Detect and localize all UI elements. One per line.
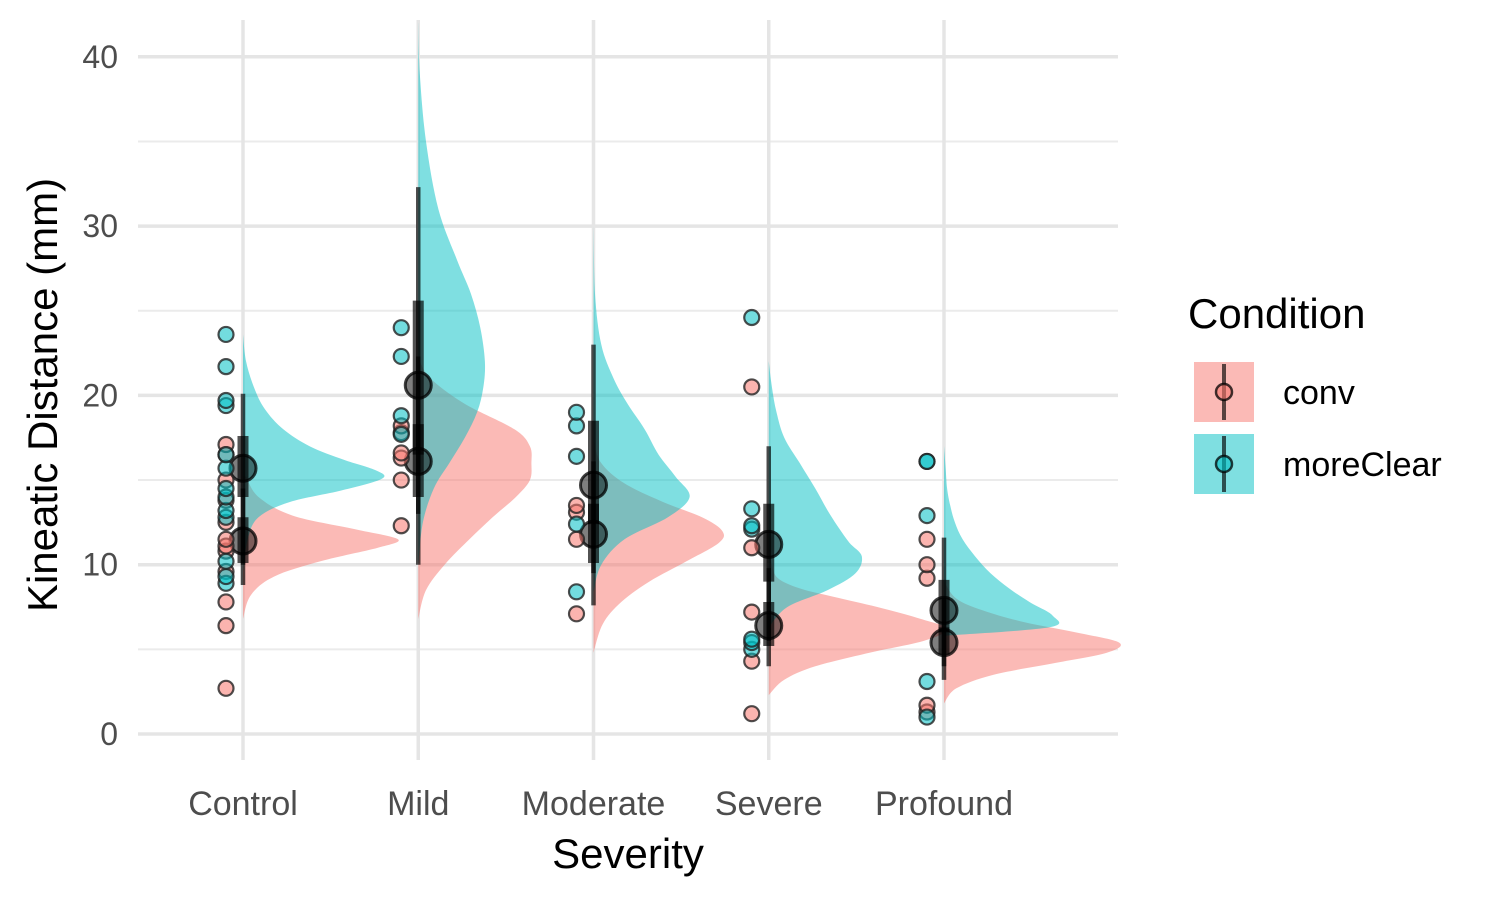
- data-point-conv: [392, 471, 410, 489]
- density-moreClear-mild: [418, 22, 486, 565]
- y-tick-label: 0: [100, 716, 118, 752]
- y-tick-label: 30: [82, 208, 118, 244]
- median-moreClear-moderate: [579, 470, 608, 500]
- y-tick-label: 10: [82, 547, 118, 583]
- x-axis-ticks: Control Mild Moderate Severe Profound: [188, 785, 1013, 823]
- legend-title: Condition: [1188, 290, 1365, 337]
- data-point-conv: [392, 444, 410, 462]
- median-conv-severe: [754, 611, 784, 641]
- legend: Condition conv moreClear: [1188, 290, 1442, 494]
- x-tick-label: Moderate: [522, 785, 666, 823]
- median-conv-profound: [929, 628, 959, 658]
- data-point-conv: [743, 378, 761, 396]
- y-axis-title: Kineatic Distance (mm): [19, 178, 66, 612]
- data-point-conv: [918, 556, 936, 574]
- data-point-moreClear: [918, 507, 936, 525]
- data-point-moreClear: [392, 407, 410, 425]
- data-point-moreClear: [743, 500, 761, 518]
- legend-label-moreClear: moreClear: [1283, 446, 1442, 484]
- density-conv-profound: [944, 581, 1121, 704]
- density-moreClear-moderate: [593, 226, 690, 592]
- y-tick-label: 40: [82, 39, 118, 75]
- density-moreClear-profound: [944, 446, 1060, 636]
- data-point-conv: [743, 603, 761, 621]
- data-point-moreClear: [217, 325, 235, 344]
- data-point-conv: [743, 705, 761, 723]
- data-point-moreClear: [743, 517, 761, 535]
- data-point-moreClear: [217, 479, 235, 498]
- y-axis-ticks: 0 10 20 30 40: [82, 39, 118, 752]
- data-point-moreClear: [918, 672, 936, 691]
- legend-key-point-conv: [1214, 382, 1234, 402]
- data-point-moreClear: [217, 552, 235, 570]
- data-point-conv: [918, 530, 936, 548]
- density-clouds: [243, 22, 1121, 704]
- density-conv-control: [243, 476, 399, 619]
- data-point-moreClear: [392, 319, 410, 337]
- legend-item-conv: conv: [1194, 362, 1355, 422]
- data-point-conv: [217, 530, 235, 548]
- x-axis-title: Severity: [552, 830, 704, 877]
- median-moreClear-mild: [403, 370, 433, 400]
- legend-label-conv: conv: [1283, 374, 1355, 412]
- density-moreClear-severe: [768, 361, 863, 628]
- data-point-moreClear: [217, 358, 235, 376]
- data-point-conv: [217, 679, 235, 697]
- legend-item-moreClear: moreClear: [1194, 434, 1442, 494]
- data-point-conv: [567, 605, 586, 623]
- data-point-moreClear: [392, 347, 410, 366]
- data-point-conv: [217, 617, 235, 635]
- density-moreClear-control: [243, 334, 385, 572]
- data-point-conv: [392, 517, 410, 535]
- x-tick-label: Mild: [387, 785, 449, 823]
- x-tick-label: Severe: [715, 785, 823, 823]
- data-point-conv: [743, 539, 761, 557]
- data-point-conv: [567, 496, 586, 515]
- data-point-moreClear: [392, 425, 410, 443]
- data-point-moreClear: [217, 446, 235, 464]
- x-tick-label: Profound: [875, 785, 1013, 823]
- data-point-moreClear: [918, 708, 936, 726]
- data-point-conv: [567, 530, 586, 548]
- density-conv-severe: [768, 547, 948, 696]
- data-point-moreClear: [918, 452, 936, 471]
- legend-key-point-moreClear: [1214, 454, 1234, 474]
- y-tick-label: 20: [82, 377, 118, 413]
- x-tick-label: Control: [188, 785, 298, 823]
- median-moreClear-profound: [929, 595, 959, 625]
- raw-points: [217, 308, 936, 726]
- data-point-moreClear: [567, 447, 586, 465]
- data-point-moreClear: [567, 583, 586, 601]
- legend-items: conv moreClear: [1194, 362, 1442, 494]
- data-point-moreClear: [743, 630, 761, 648]
- data-point-moreClear: [217, 567, 235, 586]
- data-point-moreClear: [567, 403, 586, 421]
- data-point-moreClear: [743, 308, 761, 327]
- data-point-moreClear: [567, 515, 586, 533]
- data-point-moreClear: [217, 391, 235, 410]
- data-point-conv: [217, 593, 235, 611]
